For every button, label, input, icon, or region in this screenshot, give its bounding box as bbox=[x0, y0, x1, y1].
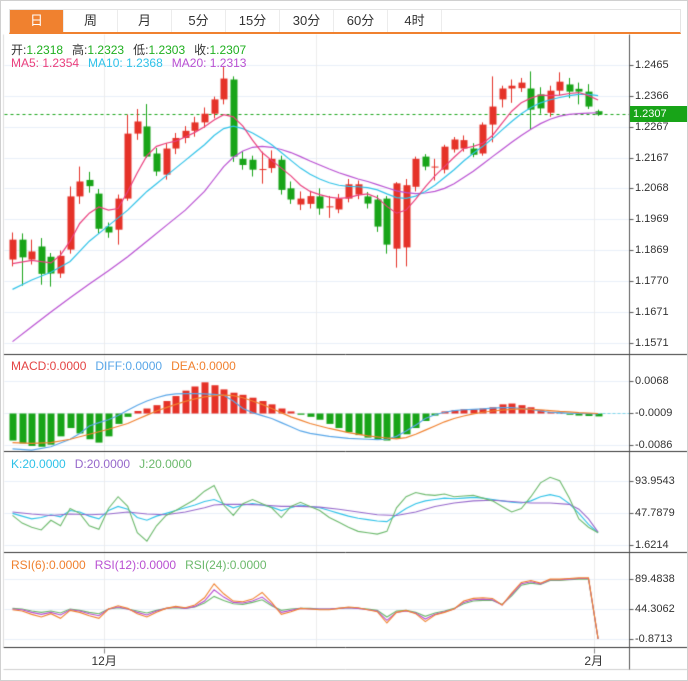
kdj-axis-label: 93.9543 bbox=[635, 475, 675, 487]
kdj-axis-label: 47.7879 bbox=[635, 507, 675, 519]
legend-item: K:20.0000 bbox=[11, 457, 66, 471]
price-axis-label: 1.2366 bbox=[635, 89, 669, 102]
ma-legend: MA5: 1.2354 MA10: 1.2368 MA20: 1.2313 bbox=[11, 56, 255, 70]
legend-item: DEA:0.0000 bbox=[171, 359, 236, 373]
ohlc-legend: 开:1.2318 高:1.2323 低:1.2303 收:1.2307 bbox=[11, 41, 255, 58]
tab-timeframe-6[interactable]: 60分 bbox=[334, 10, 388, 32]
tab-timeframe-2[interactable]: 月 bbox=[118, 10, 172, 32]
current-price-tag: 1.2307 bbox=[630, 106, 687, 123]
price-axis-label: 1.1770 bbox=[635, 275, 669, 288]
macd-legend: MACD:0.0000 DIFF:0.0000 DEA:0.0000 bbox=[11, 359, 245, 373]
price-axis-label: 1.2167 bbox=[635, 151, 669, 164]
price-axis-label: 1.2267 bbox=[635, 120, 669, 133]
tab-timeframe-1[interactable]: 周 bbox=[64, 10, 118, 32]
ohlc-item: 收:1.2307 bbox=[194, 43, 247, 57]
ohlc-item: 低:1.2303 bbox=[133, 43, 186, 57]
kdj-legend: K:20.0000 D:20.0000 J:20.0000 bbox=[11, 457, 201, 471]
timeframe-tabs: 日周月 5分 15分 30分 60分 4时 bbox=[9, 9, 681, 34]
price-axis-label: 1.1571 bbox=[635, 337, 669, 349]
rsi-legend: RSI(6):0.0000 RSI(12):0.0000 RSI(24):0.000… bbox=[11, 558, 276, 572]
legend-item: MA5: 1.2354 bbox=[11, 56, 80, 70]
legend-item: MA20: 1.2313 bbox=[171, 56, 247, 70]
tab-timeframe-3[interactable]: 5分 bbox=[172, 10, 226, 32]
legend-item: RSI(6):0.0000 bbox=[11, 558, 86, 572]
price-axis-label: 1.1869 bbox=[635, 244, 669, 257]
legend-item: MA10: 1.2368 bbox=[88, 56, 163, 70]
tab-timeframe-7[interactable]: 4时 bbox=[388, 10, 442, 32]
legend-item: J:20.0000 bbox=[139, 457, 192, 471]
rsi-axis-label: 89.4838 bbox=[635, 573, 675, 585]
macd-axis-label: 0.0068 bbox=[635, 375, 669, 387]
macd-axis-label: -0.0009 bbox=[635, 407, 673, 419]
price-axis-label: 1.1969 bbox=[635, 213, 669, 226]
legend-item: RSI(12):0.0000 bbox=[94, 558, 177, 572]
ohlc-item: 高:1.2323 bbox=[72, 43, 125, 57]
price-axis-label: 1.2068 bbox=[635, 182, 669, 195]
tab-timeframe-4[interactable]: 15分 bbox=[226, 10, 280, 32]
tab-timeframe-0[interactable]: 日 bbox=[10, 10, 64, 32]
ohlc-item: 开:1.2318 bbox=[11, 43, 64, 57]
tab-timeframe-5[interactable]: 30分 bbox=[280, 10, 334, 32]
price-axis-label: 1.2465 bbox=[635, 59, 669, 71]
x-axis-label: 12月 bbox=[91, 654, 117, 668]
kdj-axis-label: 1.6214 bbox=[635, 539, 669, 551]
rsi-axis-label: -0.8713 bbox=[635, 633, 673, 645]
legend-item: DIFF:0.0000 bbox=[95, 359, 163, 373]
macd-axis-label: -0.0086 bbox=[635, 439, 673, 451]
legend-item: D:20.0000 bbox=[74, 457, 131, 471]
x-axis-label: 2月 bbox=[584, 654, 604, 668]
rsi-axis-label: 44.3062 bbox=[635, 603, 675, 615]
legend-item: RSI(24):0.0000 bbox=[185, 558, 267, 572]
legend-item: MACD:0.0000 bbox=[11, 359, 87, 373]
price-axis-label: 1.1671 bbox=[635, 305, 669, 318]
